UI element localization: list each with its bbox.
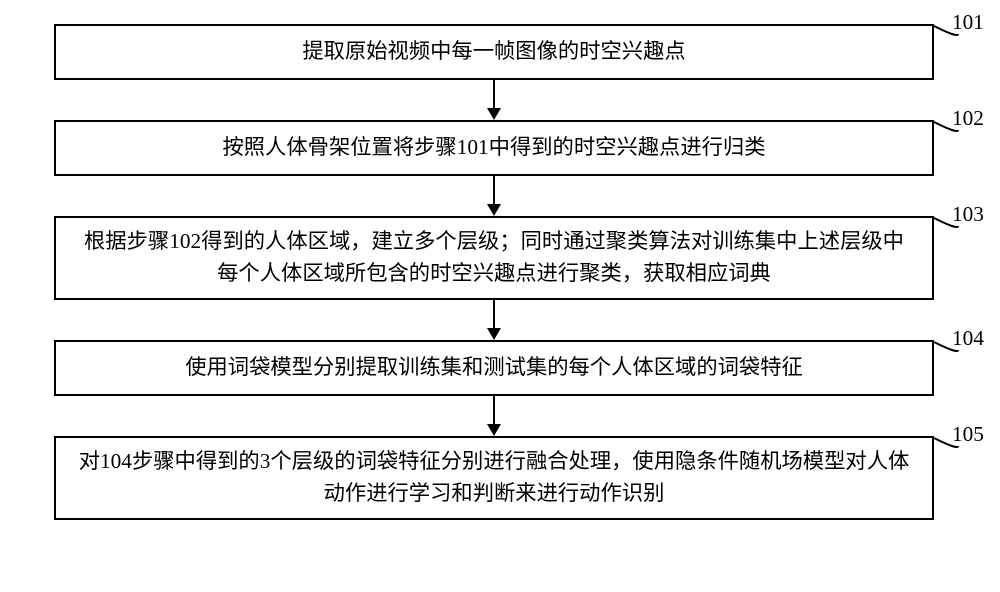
step-label-102: 102 xyxy=(952,106,984,131)
step-text: 根据步骤102得到的人体区域，建立多个层级；同时通过聚类算法对训练集中上述层级中… xyxy=(76,226,912,290)
step-box-101: 提取原始视频中每一帧图像的时空兴趣点 xyxy=(54,24,934,80)
arrow-line xyxy=(493,176,495,204)
step-text: 提取原始视频中每一帧图像的时空兴趣点 xyxy=(302,36,685,68)
arrow-line xyxy=(493,396,495,424)
arrow-head-icon xyxy=(487,424,501,436)
step-text: 按照人体骨架位置将步骤101中得到的时空兴趣点进行归类 xyxy=(222,132,765,164)
step-text: 对104步骤中得到的3个层级的词袋特征分别进行融合处理，使用隐条件随机场模型对人… xyxy=(76,446,912,510)
arrow-line xyxy=(493,300,495,328)
step-label-105: 105 xyxy=(952,422,984,447)
step-text: 使用词袋模型分别提取训练集和测试集的每个人体区域的词袋特征 xyxy=(185,352,803,384)
step-label-103: 103 xyxy=(952,202,984,227)
step-box-105: 对104步骤中得到的3个层级的词袋特征分别进行融合处理，使用隐条件随机场模型对人… xyxy=(54,436,934,520)
flowchart-canvas: 提取原始视频中每一帧图像的时空兴趣点 101 按照人体骨架位置将步骤101中得到的时… xyxy=(0,0,1000,592)
step-label-101: 101 xyxy=(952,10,984,35)
arrow-head-icon xyxy=(487,204,501,216)
step-label-104: 104 xyxy=(952,326,984,351)
step-box-104: 使用词袋模型分别提取训练集和测试集的每个人体区域的词袋特征 xyxy=(54,340,934,396)
arrow-head-icon xyxy=(487,108,501,120)
step-box-103: 根据步骤102得到的人体区域，建立多个层级；同时通过聚类算法对训练集中上述层级中… xyxy=(54,216,934,300)
step-box-102: 按照人体骨架位置将步骤101中得到的时空兴趣点进行归类 xyxy=(54,120,934,176)
arrow-head-icon xyxy=(487,328,501,340)
arrow-line xyxy=(493,80,495,108)
